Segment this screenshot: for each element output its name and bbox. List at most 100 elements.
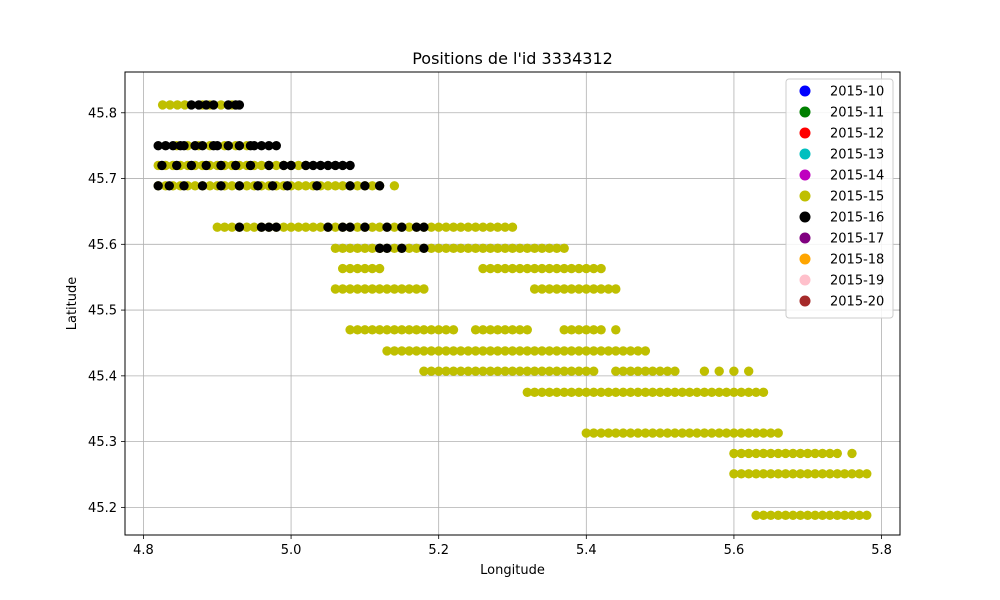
point-2015-15 xyxy=(360,284,370,294)
point-2015-15 xyxy=(544,387,555,397)
point-2015-15 xyxy=(581,325,591,335)
point-2015-15 xyxy=(448,325,459,335)
point-2015-15 xyxy=(773,428,783,438)
point-2015-15 xyxy=(611,366,621,376)
point-2015-15 xyxy=(699,387,710,397)
point-2015-15 xyxy=(397,325,407,335)
point-2015-15 xyxy=(640,428,651,438)
y-axis-label: Latitude xyxy=(65,277,80,331)
point-2015-15 xyxy=(744,448,754,459)
point-2015-15 xyxy=(507,222,518,232)
legend-marker xyxy=(799,148,811,160)
point-2015-15 xyxy=(537,366,547,376)
point-2015-15 xyxy=(456,346,466,356)
point-2015-16 xyxy=(179,181,189,191)
point-2015-15 xyxy=(839,510,850,520)
legend-marker xyxy=(799,106,811,118)
point-2015-15 xyxy=(618,346,628,356)
point-2015-15 xyxy=(589,428,599,438)
legend: 2015-10 2015-11 2015-12 2015-13 2015-14 2015-… xyxy=(785,78,894,319)
point-2015-15 xyxy=(537,284,547,294)
point-2015-15 xyxy=(522,387,532,397)
point-2015-15 xyxy=(803,469,813,479)
point-2015-15 xyxy=(773,510,783,520)
point-2015-15 xyxy=(419,346,429,356)
point-2015-15 xyxy=(330,243,341,253)
point-2015-15 xyxy=(434,222,444,232)
point-2015-15 xyxy=(633,346,643,356)
point-2015-15 xyxy=(566,387,577,397)
point-2015-15 xyxy=(485,346,496,356)
point-2015-15 xyxy=(522,243,532,253)
point-2015-15 xyxy=(721,387,732,397)
point-2015-15 xyxy=(552,366,562,376)
point-2015-15 xyxy=(803,448,813,459)
point-2015-16 xyxy=(419,222,429,232)
legend-label: 2015-10 xyxy=(830,85,884,100)
point-2015-16 xyxy=(360,222,370,232)
point-2015-15 xyxy=(677,387,687,397)
point-2015-16 xyxy=(201,100,211,110)
point-2015-15 xyxy=(507,243,518,253)
point-2015-15 xyxy=(463,243,473,253)
point-2015-15 xyxy=(862,510,872,520)
point-2015-15 xyxy=(411,325,422,335)
point-2015-15 xyxy=(751,510,761,520)
point-2015-15 xyxy=(352,284,363,294)
point-2015-15 xyxy=(559,325,569,335)
point-2015-15 xyxy=(522,366,532,376)
point-2015-15 xyxy=(529,366,540,376)
point-2015-15 xyxy=(493,222,503,232)
point-2015-16 xyxy=(234,141,245,151)
point-2015-15 xyxy=(493,243,503,253)
point-2015-15 xyxy=(544,263,555,274)
point-2015-15 xyxy=(552,346,562,356)
point-2015-15 xyxy=(426,222,436,232)
point-2015-15 xyxy=(157,100,168,110)
point-2015-16 xyxy=(256,141,267,151)
point-2015-15 xyxy=(758,469,769,479)
point-2015-15 xyxy=(485,222,496,232)
point-2015-16 xyxy=(345,160,355,171)
point-2015-15 xyxy=(404,325,414,335)
point-2015-15 xyxy=(529,284,540,294)
x-axis-label: Longitude xyxy=(480,563,545,578)
point-2015-15 xyxy=(485,263,496,274)
point-2015-15 xyxy=(249,222,259,232)
point-2015-15 xyxy=(493,325,503,335)
point-2015-15 xyxy=(478,243,488,253)
point-2015-16 xyxy=(194,100,204,110)
point-2015-15 xyxy=(854,469,865,479)
point-2015-15 xyxy=(788,510,798,520)
y-tick-label: 45.4 xyxy=(88,369,117,384)
point-2015-16 xyxy=(223,100,233,110)
legend-box xyxy=(785,78,894,319)
point-2015-15 xyxy=(352,222,363,232)
point-2015-15 xyxy=(493,366,503,376)
point-2015-15 xyxy=(625,428,636,438)
point-2015-15 xyxy=(522,346,532,356)
point-2015-15 xyxy=(662,387,673,397)
point-2015-15 xyxy=(382,346,392,356)
point-2015-15 xyxy=(434,366,444,376)
point-2015-15 xyxy=(751,428,761,438)
point-2015-15 xyxy=(338,284,348,294)
legend-label: 2015-20 xyxy=(830,295,884,310)
point-2015-15 xyxy=(190,181,200,191)
point-2015-15 xyxy=(529,243,540,253)
point-2015-15 xyxy=(227,222,237,232)
point-2015-15 xyxy=(529,346,540,356)
point-2015-15 xyxy=(345,284,355,294)
legend-label: 2015-13 xyxy=(830,148,884,163)
point-2015-15 xyxy=(367,263,377,274)
point-2015-15 xyxy=(389,346,400,356)
point-2015-15 xyxy=(633,428,643,438)
point-2015-15 xyxy=(389,222,400,232)
point-2015-15 xyxy=(426,346,436,356)
point-2015-16 xyxy=(186,100,197,110)
point-2015-16 xyxy=(374,243,385,253)
point-2015-15 xyxy=(419,366,429,376)
point-2015-16 xyxy=(249,141,259,151)
point-2015-15 xyxy=(559,387,569,397)
point-2015-15 xyxy=(854,510,865,520)
